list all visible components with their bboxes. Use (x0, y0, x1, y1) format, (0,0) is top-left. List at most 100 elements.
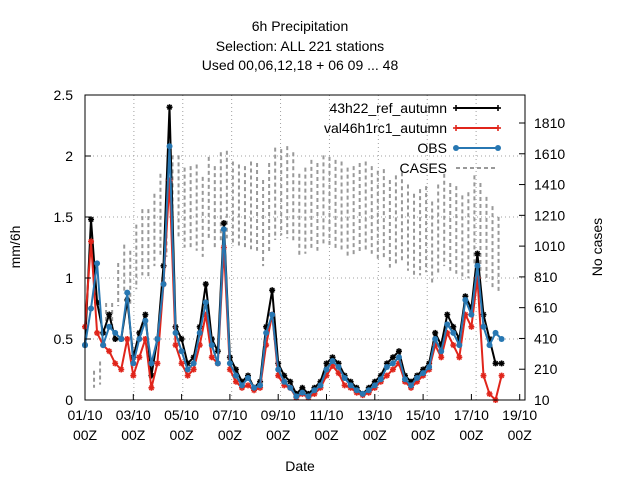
series-point (329, 357, 336, 364)
series-point (160, 281, 167, 288)
title-line-3: Used 00,06,12,18 + 06 09 ... 48 (202, 57, 399, 73)
series-point (202, 299, 209, 306)
series-point (456, 354, 463, 361)
legend-label-1: val46h1rc1_autumn (324, 120, 447, 136)
series-point (202, 281, 209, 288)
series-point (401, 376, 408, 383)
series-point (287, 378, 294, 385)
series-point (353, 387, 360, 394)
series-point (275, 366, 282, 373)
series-point (172, 329, 179, 336)
y-axis-label: mm/6h (7, 226, 23, 269)
series-point (124, 289, 131, 296)
series-point (154, 336, 161, 342)
series-line-0 (84, 107, 502, 396)
x-tick-label-date: 01/10 (67, 407, 102, 423)
series-point (124, 336, 131, 342)
x-tick-label-hour: 00Z (266, 427, 291, 443)
y-tick-label: 1 (65, 270, 73, 286)
series-point (341, 375, 348, 382)
x-tick-label-hour: 00Z (508, 427, 533, 443)
series-point (420, 370, 427, 377)
series-point (208, 342, 215, 349)
series-point (220, 226, 227, 233)
series-layer (82, 104, 505, 403)
legend-marker (453, 145, 459, 151)
x-tick-label-hour: 00Z (314, 427, 339, 443)
legend-label-3: CASES (400, 160, 447, 176)
y2-tick-label: 1610 (534, 146, 565, 162)
series-point (184, 372, 191, 379)
series-point (323, 360, 330, 367)
y2-tick-label: 10 (534, 392, 550, 408)
x-tick-label-date: 05/10 (164, 407, 199, 423)
series-point (347, 382, 354, 389)
x-tick-label-date: 03/10 (116, 407, 151, 423)
y2-tick-label: 1810 (534, 115, 565, 131)
series-point (468, 311, 475, 318)
series-point (100, 342, 107, 349)
series-point (389, 354, 396, 361)
y-tick-label: 0 (65, 392, 73, 408)
legend-label-2: OBS (417, 140, 447, 156)
series-point (474, 250, 481, 257)
series-point (166, 104, 173, 111)
series-point (438, 348, 445, 355)
y2-tick-label: 1210 (534, 207, 565, 223)
series-point (450, 323, 457, 330)
x-tick-label-date: 13/10 (357, 407, 392, 423)
series-point (172, 342, 179, 349)
series-point (88, 216, 95, 223)
series-point (88, 238, 95, 245)
series-point (166, 143, 173, 150)
series-point (208, 354, 215, 361)
series-point (94, 329, 101, 336)
y-axis-ticks: 0 0.5 1 1.5 2 2.5 (54, 87, 91, 408)
x-tick-label-date: 15/10 (406, 407, 441, 423)
series-point (432, 329, 439, 336)
series-point (136, 336, 143, 342)
series-point (408, 382, 415, 389)
series-point (238, 382, 245, 389)
y2-axis-label: No cases (589, 218, 605, 276)
series-point (88, 305, 95, 312)
x-tick-label-hour: 00Z (363, 427, 388, 443)
series-point (498, 336, 505, 342)
series-point (383, 372, 390, 379)
series-point (293, 393, 300, 400)
x-tick-label-date: 17/10 (454, 407, 489, 423)
x-tick-label-hour: 00Z (170, 427, 195, 443)
series-point (232, 378, 239, 385)
legend: 43h22_ref_autumn val46h1rc1_autumn OBS CASE… (324, 100, 501, 176)
series-point (468, 323, 475, 330)
series-point (178, 348, 185, 355)
series-point (94, 260, 101, 267)
series-point (112, 360, 119, 367)
series-point (486, 390, 493, 397)
series-point (359, 390, 366, 397)
series-point (154, 360, 161, 367)
series-point (311, 387, 318, 394)
series-point (395, 348, 402, 355)
series-point (323, 366, 330, 373)
x-tick-label-hour: 00Z (459, 427, 484, 443)
series-point (498, 372, 505, 379)
series-point (106, 348, 113, 355)
y-tick-label: 2 (65, 148, 73, 164)
series-point (269, 287, 276, 294)
series-point (456, 342, 463, 349)
legend-marker (495, 145, 501, 151)
series-point (178, 360, 185, 367)
series-point (450, 329, 457, 336)
series-point (190, 366, 197, 373)
series-point (498, 360, 505, 367)
x-tick-label-hour: 00Z (218, 427, 243, 443)
series-point (245, 375, 252, 382)
series-point (335, 364, 342, 371)
series-point (389, 366, 396, 373)
x-tick-label-date: 19/10 (502, 407, 537, 423)
series-point (148, 384, 155, 391)
y-tick-label: 2.5 (54, 87, 74, 103)
series-point (269, 311, 276, 318)
series-point (106, 311, 113, 318)
